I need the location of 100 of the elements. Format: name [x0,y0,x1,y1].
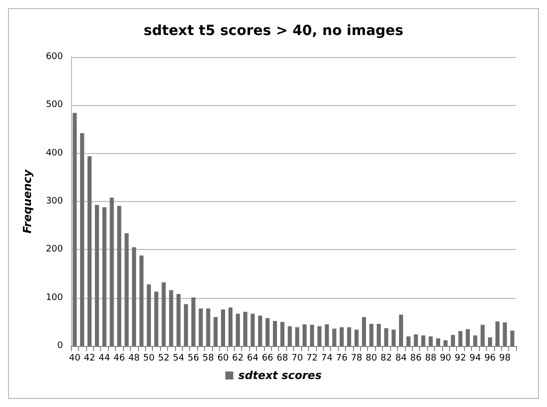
x-tick-label: 72 [306,354,318,364]
bar [495,321,500,346]
bar [458,331,462,346]
y-tick-label: 0 [57,341,64,351]
x-tick-label: 60 [217,354,230,364]
bar [94,204,99,346]
bar [288,326,292,346]
x-tick-label: 88 [424,354,437,364]
x-tick-label: 42 [84,354,96,364]
bar [384,328,388,346]
x-tick-label: 86 [410,354,422,364]
bar [117,206,122,346]
bar [154,292,158,346]
bar [302,324,307,346]
bar [347,327,352,346]
x-tick-label: 52 [158,354,170,364]
x-tick-label: 80 [366,354,378,364]
bar [132,247,136,346]
y-tick-label: 600 [46,52,64,62]
bar [176,294,181,346]
bar [428,336,433,346]
x-tick-label: 66 [262,354,274,364]
y-tick-label: 200 [46,244,64,255]
bar [139,255,144,346]
bar [228,307,232,346]
x-tick-label: 96 [484,354,496,364]
x-tick-label: 74 [321,354,333,364]
x-tick-label: 50 [143,354,155,364]
x-tick-label: 82 [380,354,392,364]
x-tick-label: 46 [113,354,126,364]
bar [340,327,344,346]
bar [169,290,174,346]
bar [444,340,448,346]
bar [399,314,404,346]
bar [332,328,336,346]
bar [324,324,329,346]
bar [198,308,203,346]
bar [72,112,77,346]
bar [354,330,359,346]
x-tick-label: 62 [232,354,244,364]
x-tick-label: 68 [276,354,288,364]
bar [162,282,166,346]
bar [502,322,507,346]
bar [480,324,485,346]
bar [406,336,410,346]
bar [450,334,455,346]
legend-label: sdtext scores [238,369,322,382]
bar [250,314,255,346]
bar [80,133,84,346]
bar [184,304,188,346]
bar [510,330,514,346]
x-tick-label: 58 [202,354,214,364]
y-tick-label: 100 [46,292,64,303]
x-tick-label: 56 [188,354,200,364]
bar [206,308,210,346]
y-tick-label: 400 [46,148,64,158]
x-tick-label: 70 [291,354,304,364]
x-tick-label: 44 [98,354,110,364]
x-tick-label: 90 [440,354,452,364]
bar [102,207,106,346]
x-tick-label: 76 [336,354,348,364]
x-tick-label: 64 [246,354,259,364]
bar [362,317,366,346]
bar [280,322,284,346]
bar [191,297,196,346]
bar [146,284,151,346]
bar [221,309,226,346]
bar [295,327,300,346]
bar [466,329,470,346]
y-axis-title: Frequency [21,168,34,234]
bar [436,338,440,346]
bar [376,324,381,346]
bar [266,318,270,346]
bar [369,324,374,346]
y-tick-label: 300 [46,196,64,206]
bar [488,337,492,346]
bar [88,156,92,346]
y-tick-label: 500 [46,100,64,110]
x-tick-label: 94 [469,354,482,364]
x-tick-label: 98 [499,354,511,364]
x-tick-label: 84 [395,354,408,364]
bar [258,316,262,346]
bar [392,330,396,346]
bar [236,314,240,346]
bar [110,198,114,346]
bar [214,317,218,346]
bar [272,320,277,346]
chart-title: sdtext t5 scores > 40, no images [144,23,404,39]
x-tick-label: 92 [454,354,466,364]
x-tick-label: 78 [350,354,363,364]
x-tick-label: 40 [68,354,81,364]
bar [124,233,129,346]
x-tick-label: 54 [172,354,185,364]
bar [421,335,426,346]
x-tick-label: 48 [128,354,140,364]
bar [414,334,418,346]
bar [243,312,248,346]
bar [317,326,322,346]
bar [310,324,314,346]
bar [473,335,478,346]
